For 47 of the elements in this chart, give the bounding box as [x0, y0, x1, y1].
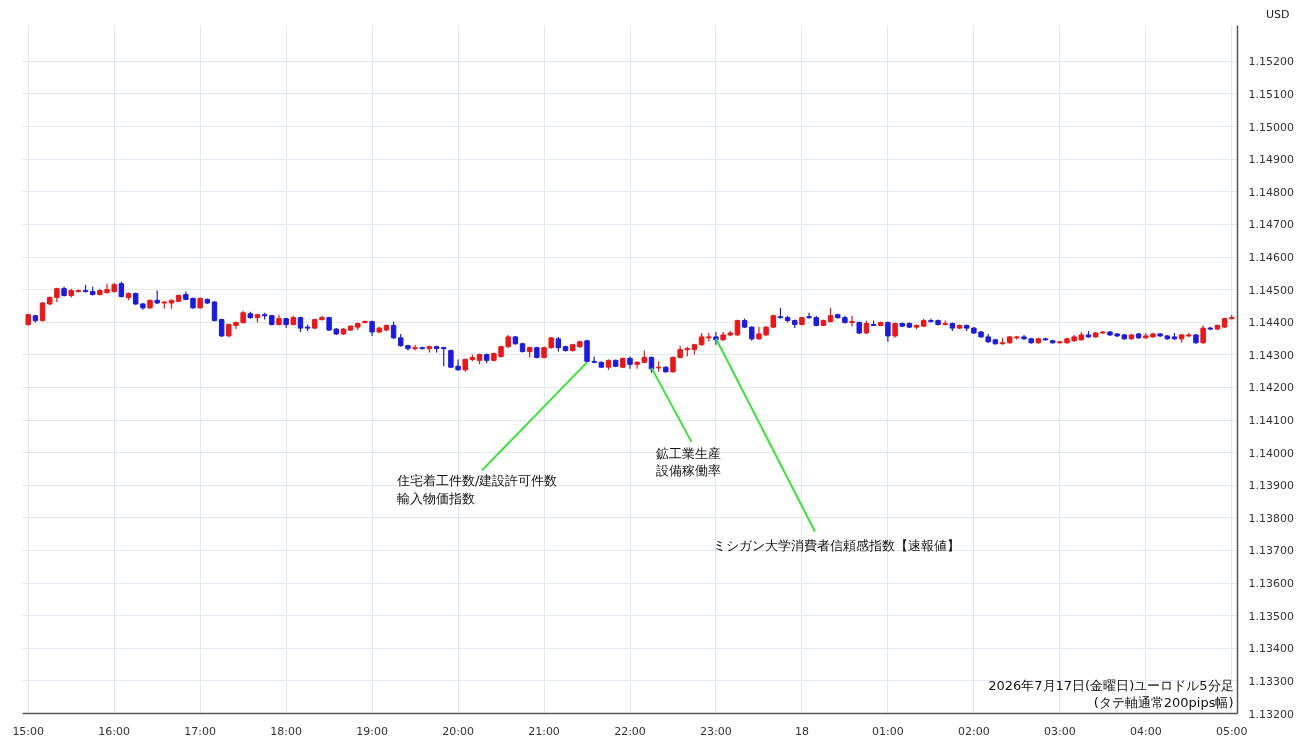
y-tick-label: 1.13200	[1248, 707, 1294, 721]
x-tick-label: 03:00	[1043, 724, 1076, 738]
annotation: ミシガン大学消費者信頼感指数【速報値】	[712, 537, 960, 553]
y-tick-label: 1.14100	[1248, 414, 1294, 428]
y-tick-label: 1.14200	[1248, 381, 1294, 395]
candlestick	[211, 300, 218, 323]
candlestick	[1200, 324, 1206, 345]
y-tick-label: 1.13400	[1248, 642, 1294, 656]
y-tick-label: 1.13300	[1248, 674, 1294, 688]
y-tick-label: 1.14700	[1248, 218, 1294, 232]
candlestick	[806, 312, 812, 320]
x-tick-label: 04:00	[1129, 724, 1162, 738]
y-tick-label: 1.14500	[1248, 283, 1294, 297]
y-tick-label: 1.13600	[1248, 577, 1294, 591]
y-tick-label: 1.15200	[1248, 55, 1294, 69]
candlestick	[412, 344, 418, 352]
x-tick-label: 23:00	[700, 724, 732, 738]
x-tick-label: 01:00	[872, 724, 904, 738]
y-tick-label: 1.14300	[1248, 348, 1294, 362]
x-tick-label: 16:00	[98, 724, 131, 738]
x-tick-label: 17:00	[184, 724, 217, 738]
x-tick-label: 02:00	[958, 724, 990, 738]
y-tick-label: 1.13700	[1248, 544, 1294, 558]
x-tick-label: 05:00	[1215, 724, 1248, 738]
y-tick-label: 1.14000	[1248, 446, 1294, 460]
x-tick-label: 18:00	[270, 724, 302, 738]
x-tick-label: 18	[794, 724, 809, 738]
y-tick-label: 1.14900	[1248, 153, 1294, 167]
x-tick-label: 22:00	[614, 724, 646, 738]
x-tick-label: 20:00	[442, 724, 474, 738]
y-tick-label: 1.14800	[1248, 185, 1294, 199]
y-tick-label: 1.13800	[1248, 511, 1294, 525]
candlestick	[39, 301, 46, 323]
y-tick-label: 1.14600	[1248, 251, 1294, 265]
y-axis-title: USD	[1266, 7, 1290, 21]
candlestick	[849, 315, 855, 327]
y-tick-label: 1.13900	[1248, 479, 1294, 493]
y-tick-label: 1.13500	[1248, 609, 1294, 623]
y-tick-label: 1.15000	[1248, 120, 1294, 134]
annotation: 住宅着工件数/建設許可件数輸入物価指数	[396, 473, 558, 506]
y-tick-label: 1.14400	[1248, 316, 1294, 330]
x-tick-label: 15:00	[12, 724, 45, 738]
x-tick-label: 19:00	[356, 724, 388, 738]
annotation: 鉱工業生産設備稼働率	[656, 445, 722, 479]
x-tick-label: 21:00	[528, 724, 560, 738]
y-tick-label: 1.15100	[1248, 87, 1294, 101]
annotation: 2026年7月17日(金曜日)ユーロドル5分足 (タテ軸通常200pips幅)	[988, 678, 1234, 710]
